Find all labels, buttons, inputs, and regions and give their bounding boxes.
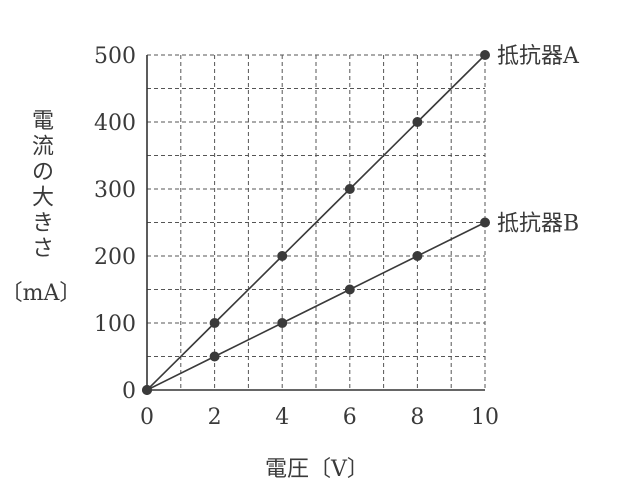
data-point — [209, 351, 220, 362]
data-point — [344, 184, 355, 194]
data-point — [412, 251, 423, 261]
y-tick-label: 0 — [122, 379, 136, 404]
x-tick-label: 4 — [275, 405, 289, 430]
x-tick-label: 0 — [140, 405, 154, 430]
data-point — [277, 318, 288, 328]
series-label: 抵抗器A — [497, 44, 580, 69]
data-point — [344, 284, 355, 295]
x-axis-title: 電圧〔V〕 — [265, 457, 369, 482]
y-axis-title-char: さ — [32, 237, 54, 262]
y-axis-unit: 〔mA〕 — [1, 281, 82, 306]
y-tick-label: 400 — [94, 111, 136, 136]
y-axis-title-char: の — [32, 160, 54, 185]
y-axis-title-char: き — [32, 211, 54, 236]
axes — [146, 55, 485, 391]
data-point — [142, 385, 152, 395]
x-tick-label: 8 — [410, 405, 424, 430]
y-axis-title-char: 流 — [32, 135, 54, 160]
data-point — [209, 318, 220, 328]
y-tick-label: 500 — [94, 44, 136, 69]
data-point — [480, 50, 490, 60]
series-label: 抵抗器B — [497, 212, 579, 237]
series — [142, 50, 490, 395]
x-tick-label: 6 — [343, 405, 357, 430]
x-tick-label: 10 — [471, 405, 499, 430]
y-tick-label: 200 — [94, 245, 136, 270]
data-point — [480, 217, 490, 228]
series-line-b — [146, 221, 486, 391]
data-point — [277, 251, 288, 261]
y-tick-label: 300 — [94, 178, 136, 203]
y-axis-title-char: 大 — [32, 186, 54, 211]
x-tick-label: 2 — [208, 405, 222, 430]
data-point — [412, 117, 423, 127]
y-tick-label: 100 — [94, 312, 136, 337]
y-axis-title-char: 電 — [32, 109, 54, 134]
series-line-a — [146, 54, 486, 391]
